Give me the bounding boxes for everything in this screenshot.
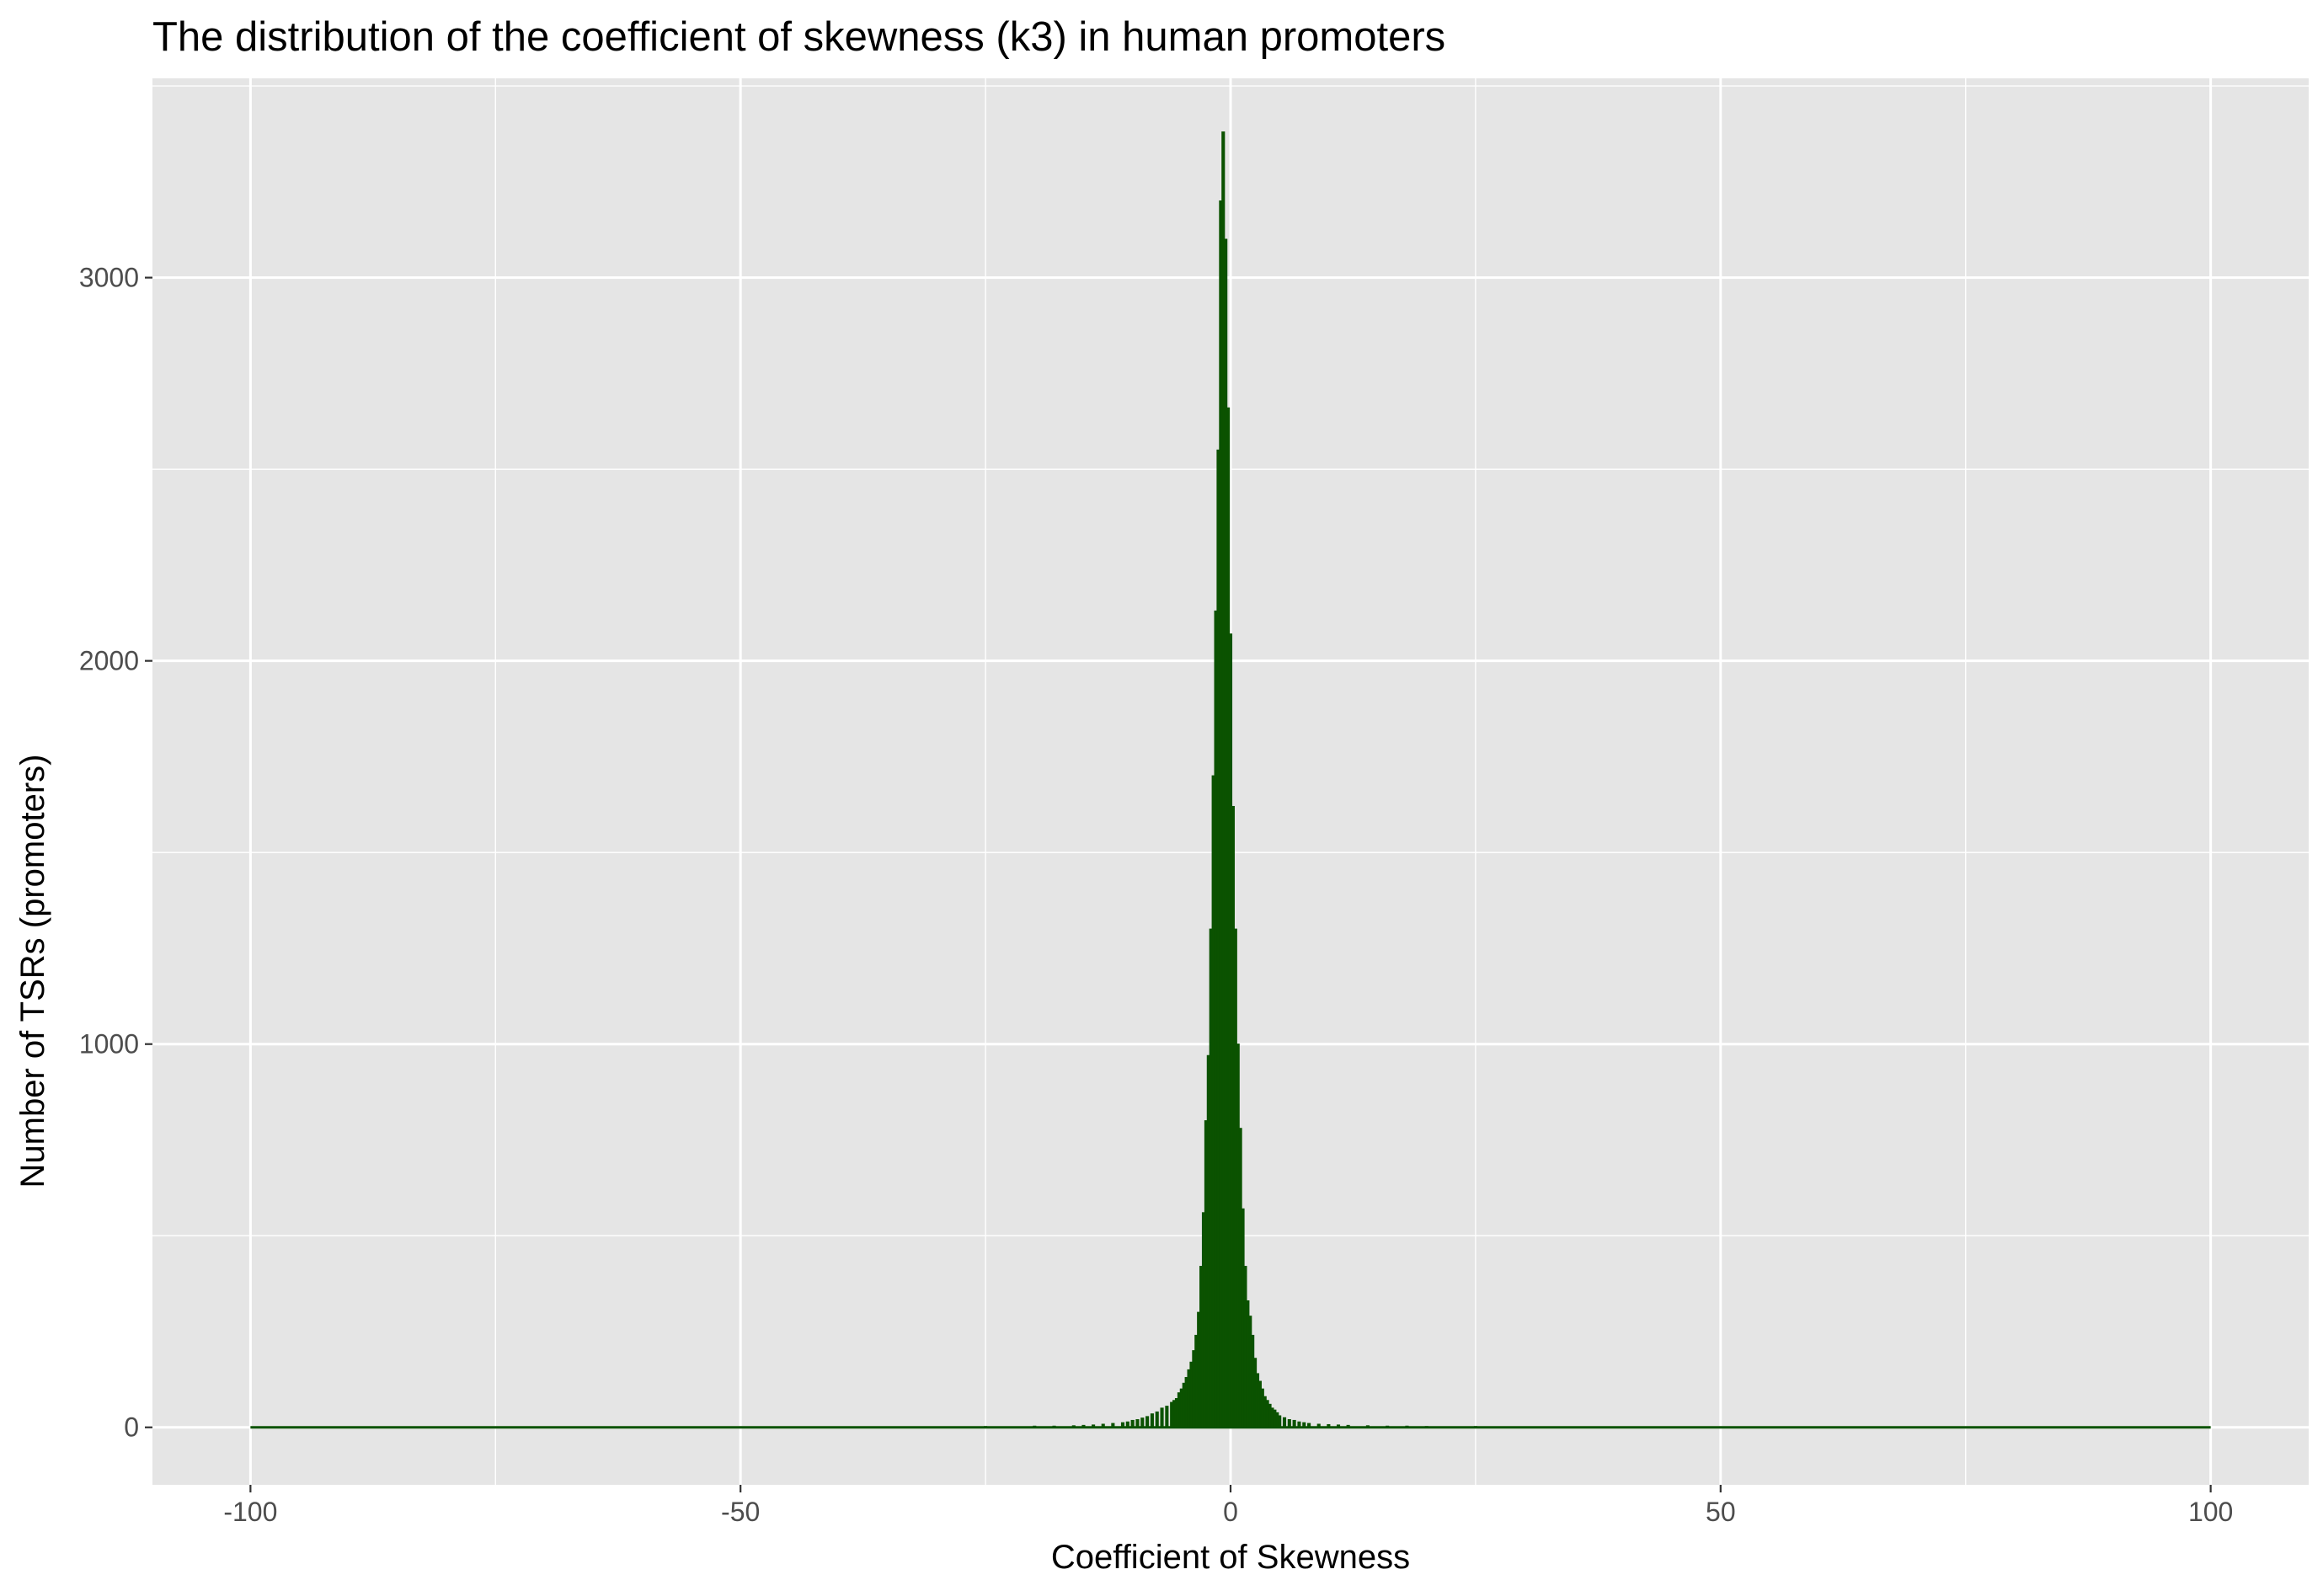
y-tick-label: 1000 [79,1029,139,1060]
histogram-bar [1125,1421,1129,1428]
histogram-bar [1386,1425,1390,1428]
histogram-bar [984,1426,988,1428]
y-axis-ticks: 0 1000 2000 3000 [79,263,152,1443]
chart-title: The distribution of the coefficient of s… [152,14,1445,60]
histogram-bar [1160,1407,1164,1428]
histogram-bars [250,131,2211,1429]
histogram-bar [1130,1419,1135,1428]
y-axis-title: Number of TSRs (promoters) [14,755,51,1188]
histogram-bar [1155,1411,1159,1428]
histogram-bar [1424,1426,1429,1428]
histogram-bar [1473,1426,1477,1428]
histogram-bar [1145,1416,1150,1428]
histogram-bar [1336,1424,1341,1428]
x-tick-label: 100 [2188,1497,2233,1527]
x-tick-label: -50 [721,1497,760,1527]
y-tick-label: 3000 [79,263,139,293]
histogram-bar [1346,1424,1350,1428]
histogram-bar [1327,1423,1331,1428]
histogram-bar [1150,1413,1154,1428]
histogram-bar [1165,1406,1169,1428]
histogram-bar [1297,1421,1301,1428]
histogram-bar [1140,1417,1145,1428]
histogram-bar [1282,1417,1287,1428]
histogram-bar [1092,1424,1096,1428]
histogram-bar [1081,1424,1086,1428]
x-axis-ticks: -100 -50 0 50 100 [223,1485,2233,1527]
histogram-bar [1316,1423,1321,1428]
histogram-bar [1302,1422,1306,1428]
x-axis-title: Coefficient of Skewness [1051,1539,1410,1576]
histogram-bar [1287,1419,1291,1428]
x-tick-label: -100 [223,1497,277,1527]
histogram-bar [1405,1425,1409,1428]
y-tick-label: 2000 [79,646,139,676]
histogram-bar [1120,1422,1125,1428]
x-tick-label: 0 [1223,1497,1238,1527]
histogram-bar [1033,1425,1037,1428]
y-tick-label: 0 [124,1412,139,1443]
histogram-bar [1365,1425,1370,1428]
histogram-bar [1111,1423,1115,1428]
histogram-bar [1101,1423,1105,1428]
histogram-bar [1278,1415,1282,1428]
histogram-bar [1292,1419,1296,1428]
histogram-bar [1307,1423,1311,1428]
histogram-bar [1052,1425,1056,1428]
histogram-bar [1135,1419,1140,1428]
x-tick-label: 50 [1706,1497,1736,1527]
histogram-bar [1071,1425,1076,1428]
